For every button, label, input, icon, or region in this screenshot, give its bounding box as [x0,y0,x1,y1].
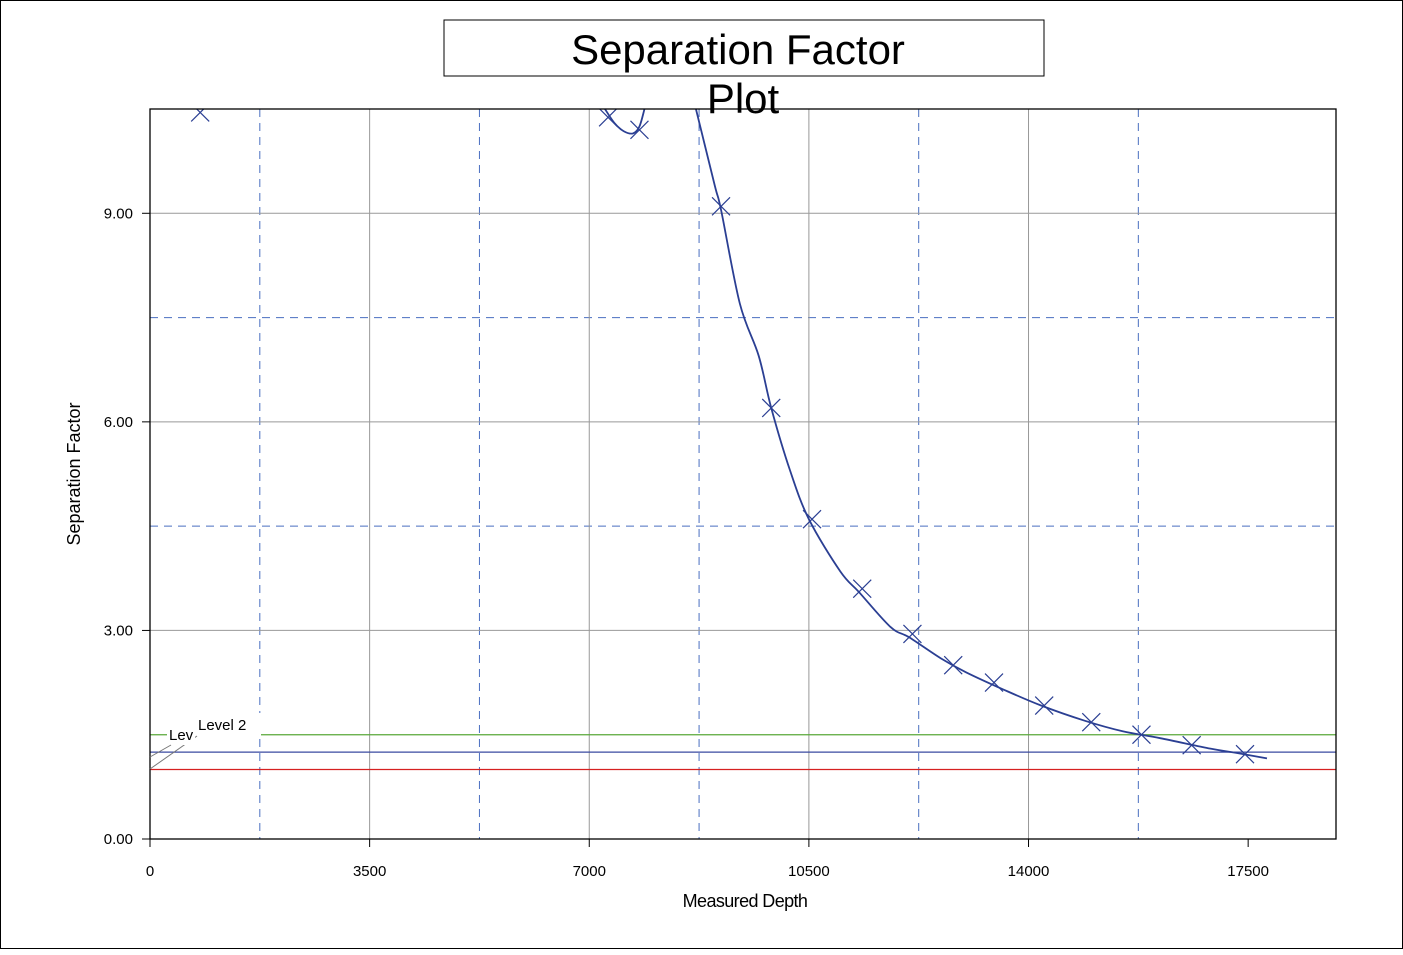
reference-label-level-2: Level 2 [149,713,261,770]
data-point-marker-9 [943,655,963,675]
y-axis-label: Separation Factor [64,402,84,545]
data-point-marker-11 [1034,696,1054,715]
data-point-marker-6 [802,509,822,529]
series-1 [190,109,1268,764]
x-tick-label: 10500 [788,863,830,880]
x-tick-label: 3500 [353,863,386,880]
data-point-marker-14 [1182,735,1202,755]
major-grid [150,109,1336,839]
svg-text:Level 2: Level 2 [198,717,246,734]
axes [142,108,1337,847]
x-tick-label: 17500 [1227,863,1269,880]
x-tick-label: 0 [146,863,154,880]
data-point-marker-13 [1132,725,1151,745]
x-axis-label: Measured Depth [683,891,808,911]
tick-labels: 0 3500 7000 10500 14000 17500 0.00 3.00 6.00 9.00 [104,205,1269,880]
data-point-marker-5 [761,398,781,418]
y-tick-label: 6.00 [104,414,133,431]
y-tick-label: 3.00 [104,622,133,639]
title-box: Separation Factor Plot [443,19,1045,122]
data-point-marker-12 [1081,712,1101,732]
data-point-marker-7 [852,579,872,599]
y-tick-label: 9.00 [104,205,133,222]
chart-title-line-2: Plot [707,75,780,122]
data-point-marker-1 [190,109,210,122]
data-point-marker-10 [984,673,1004,692]
chart-title-line-1: Separation Factor [571,26,905,73]
data-point-marker-2 [598,109,618,127]
series-layer [190,109,1268,764]
y-tick-label: 0.00 [104,831,133,848]
x-tick-label: 7000 [573,863,606,880]
data-point-marker-8 [903,624,922,644]
minor-grid [150,109,1336,839]
x-tick-label: 14000 [1008,863,1050,880]
reference-label-level-1: Lev [149,723,195,758]
series-line-segment-1 [604,109,646,135]
data-point-marker-15 [1235,744,1255,764]
plot-background [150,109,1336,839]
plot-border [149,108,1337,840]
plot-area [150,109,1336,839]
data-point-marker-3 [630,120,649,140]
svg-text:Lev: Lev [169,727,194,744]
series-line-segment-2 [695,109,1268,760]
data-point-marker-4 [711,196,731,216]
